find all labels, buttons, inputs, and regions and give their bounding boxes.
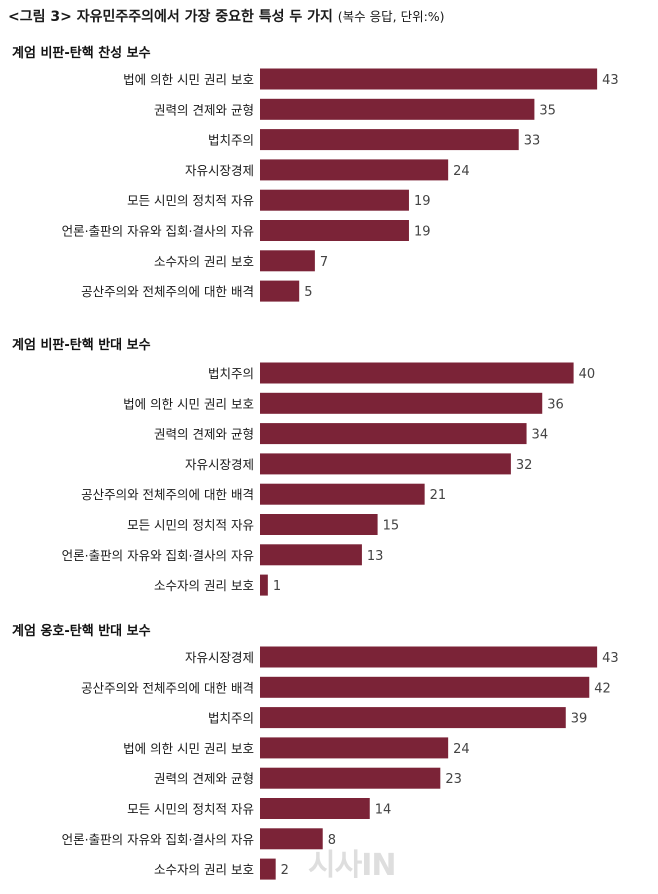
bar: [260, 68, 598, 90]
value-label: 1: [273, 579, 281, 594]
value-label: 19: [414, 194, 431, 209]
bar: [260, 453, 511, 475]
category-label: 법치주의: [208, 366, 254, 381]
value-label: 19: [414, 225, 431, 240]
bar: [260, 423, 527, 445]
value-label: 36: [547, 397, 564, 412]
value-label: 43: [602, 651, 619, 666]
category-label: 모든 시민의 정치적 자유: [127, 193, 254, 208]
category-label: 언론·출판의 자유와 집회·결사의 자유: [62, 224, 254, 239]
category-label: 소수자의 권리 보호: [154, 862, 254, 877]
section-title: 계엄 비판-탄핵 반대 보수: [12, 337, 151, 353]
category-label: 소수자의 권리 보호: [154, 254, 254, 269]
watermark-logo: 시사IN: [308, 848, 396, 883]
category-label: 언론·출판의 자유와 집회·결사의 자유: [62, 832, 254, 847]
bar: [260, 129, 519, 151]
bar: [260, 250, 315, 272]
bar: [260, 646, 598, 668]
bar: [260, 858, 276, 880]
category-label: 권력의 견제와 균형: [154, 102, 254, 117]
bar: [260, 514, 378, 535]
value-label: 7: [320, 255, 328, 270]
bar: [260, 483, 425, 505]
category-label: 법에 의한 시민 권리 보호: [123, 72, 254, 87]
bar: [260, 362, 574, 384]
bar: [260, 737, 449, 759]
value-label: 2: [281, 863, 289, 878]
category-label: 자유시장경제: [185, 163, 254, 178]
bar: [260, 707, 566, 729]
category-label: 자유시장경제: [185, 650, 254, 665]
category-label: 모든 시민의 정치적 자유: [127, 802, 254, 817]
bar: [260, 828, 323, 850]
value-label: 15: [383, 519, 400, 534]
value-label: 24: [453, 742, 470, 757]
value-label: 5: [304, 285, 312, 300]
category-label: 모든 시민의 정치적 자유: [127, 518, 254, 533]
value-label: 23: [445, 772, 462, 787]
category-label: 법에 의한 시민 권리 보호: [123, 396, 254, 411]
value-label: 24: [453, 164, 470, 179]
value-label: 8: [328, 833, 336, 848]
bar: [260, 159, 449, 181]
bar: [260, 574, 268, 596]
value-label: 39: [571, 712, 588, 727]
bar: [260, 767, 441, 789]
bar: [260, 189, 409, 211]
value-label: 32: [516, 458, 533, 473]
chart-title-text: <그림 3> 자유민주주의에서 가장 중요한 특성 두 가지: [8, 9, 333, 25]
category-label: 언론·출판의 자유와 집회·결사의 자유: [62, 548, 254, 563]
bar: [260, 392, 543, 414]
value-label: 43: [602, 73, 619, 88]
category-label: 법치주의: [208, 711, 254, 726]
value-label: 13: [367, 549, 384, 564]
category-label: 소수자의 권리 보호: [154, 578, 254, 593]
category-label: 공산주의와 전체주의에 대한 배격: [81, 284, 254, 299]
category-label: 법치주의: [208, 133, 254, 148]
value-label: 33: [524, 134, 541, 149]
category-label: 법에 의한 시민 권리 보호: [123, 741, 254, 756]
section-title: 계엄 비판-탄핵 찬성 보수: [12, 45, 151, 61]
value-label: 42: [594, 681, 611, 696]
category-label: 공산주의와 전체주의에 대한 배격: [81, 680, 254, 695]
category-label: 권력의 견제와 균형: [154, 427, 254, 442]
value-label: 40: [579, 367, 596, 382]
value-label: 14: [375, 803, 392, 818]
category-label: 권력의 견제와 균형: [154, 771, 254, 786]
bar: [260, 676, 590, 698]
bar: [260, 280, 300, 302]
value-label: 21: [430, 488, 447, 503]
chart-subtitle: (복수 응답, 단위:%): [337, 9, 445, 24]
bar: [260, 544, 362, 566]
value-label: 34: [532, 428, 549, 443]
bar: [260, 798, 370, 819]
category-label: 자유시장경제: [185, 457, 254, 472]
section-title: 계엄 옹호-탄핵 반대 보수: [12, 623, 151, 639]
value-label: 35: [539, 103, 556, 118]
chart-title: <그림 3> 자유민주주의에서 가장 중요한 특성 두 가지 (복수 응답, 단…: [8, 6, 445, 26]
category-label: 공산주의와 전체주의에 대한 배격: [81, 487, 254, 502]
bar: [260, 98, 535, 120]
bar: [260, 220, 409, 241]
